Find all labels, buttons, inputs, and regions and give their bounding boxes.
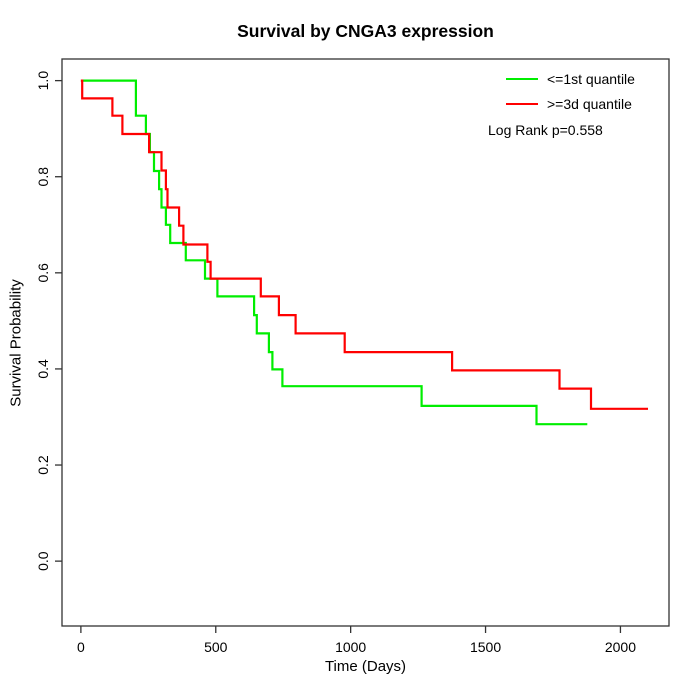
y-axis-label: Survival Probability — [7, 279, 25, 407]
y-tick-label: 0.8 — [35, 167, 51, 187]
plot-box — [61, 58, 670, 627]
x-tick-label: 500 — [204, 639, 228, 655]
x-axis-label: Time (Days) — [324, 658, 407, 675]
legend: <=1st quantile >=3d quantile Log Rank p=… — [488, 66, 635, 139]
legend-label: >=3d quantile — [547, 95, 632, 112]
log-rank-annotation: Log Rank p=0.558 — [488, 122, 603, 138]
y-tick-label: 0.0 — [35, 551, 51, 571]
x-tick-label: 2000 — [605, 639, 636, 655]
x-tick-label: 1500 — [470, 639, 501, 655]
y-tick-label: 0.4 — [35, 359, 51, 379]
legend-line-red — [506, 102, 538, 105]
x-tick-label: 1000 — [335, 639, 366, 655]
legend-entry-3d-quantile: >=3d quantile — [488, 91, 635, 116]
legend-line-green — [506, 77, 538, 80]
survival-curve-3d-quantile — [80, 79, 648, 410]
y-tick-label: 0.2 — [35, 455, 51, 475]
y-tick-label: 0.6 — [35, 263, 51, 283]
chart-title: Survival by CNGA3 expression — [237, 21, 494, 41]
y-tick-label: 1.0 — [35, 71, 51, 91]
legend-entry-1st-quantile: <=1st quantile — [488, 66, 635, 91]
legend-label: <=1st quantile — [547, 70, 635, 87]
x-tick-label: 0 — [77, 639, 85, 655]
